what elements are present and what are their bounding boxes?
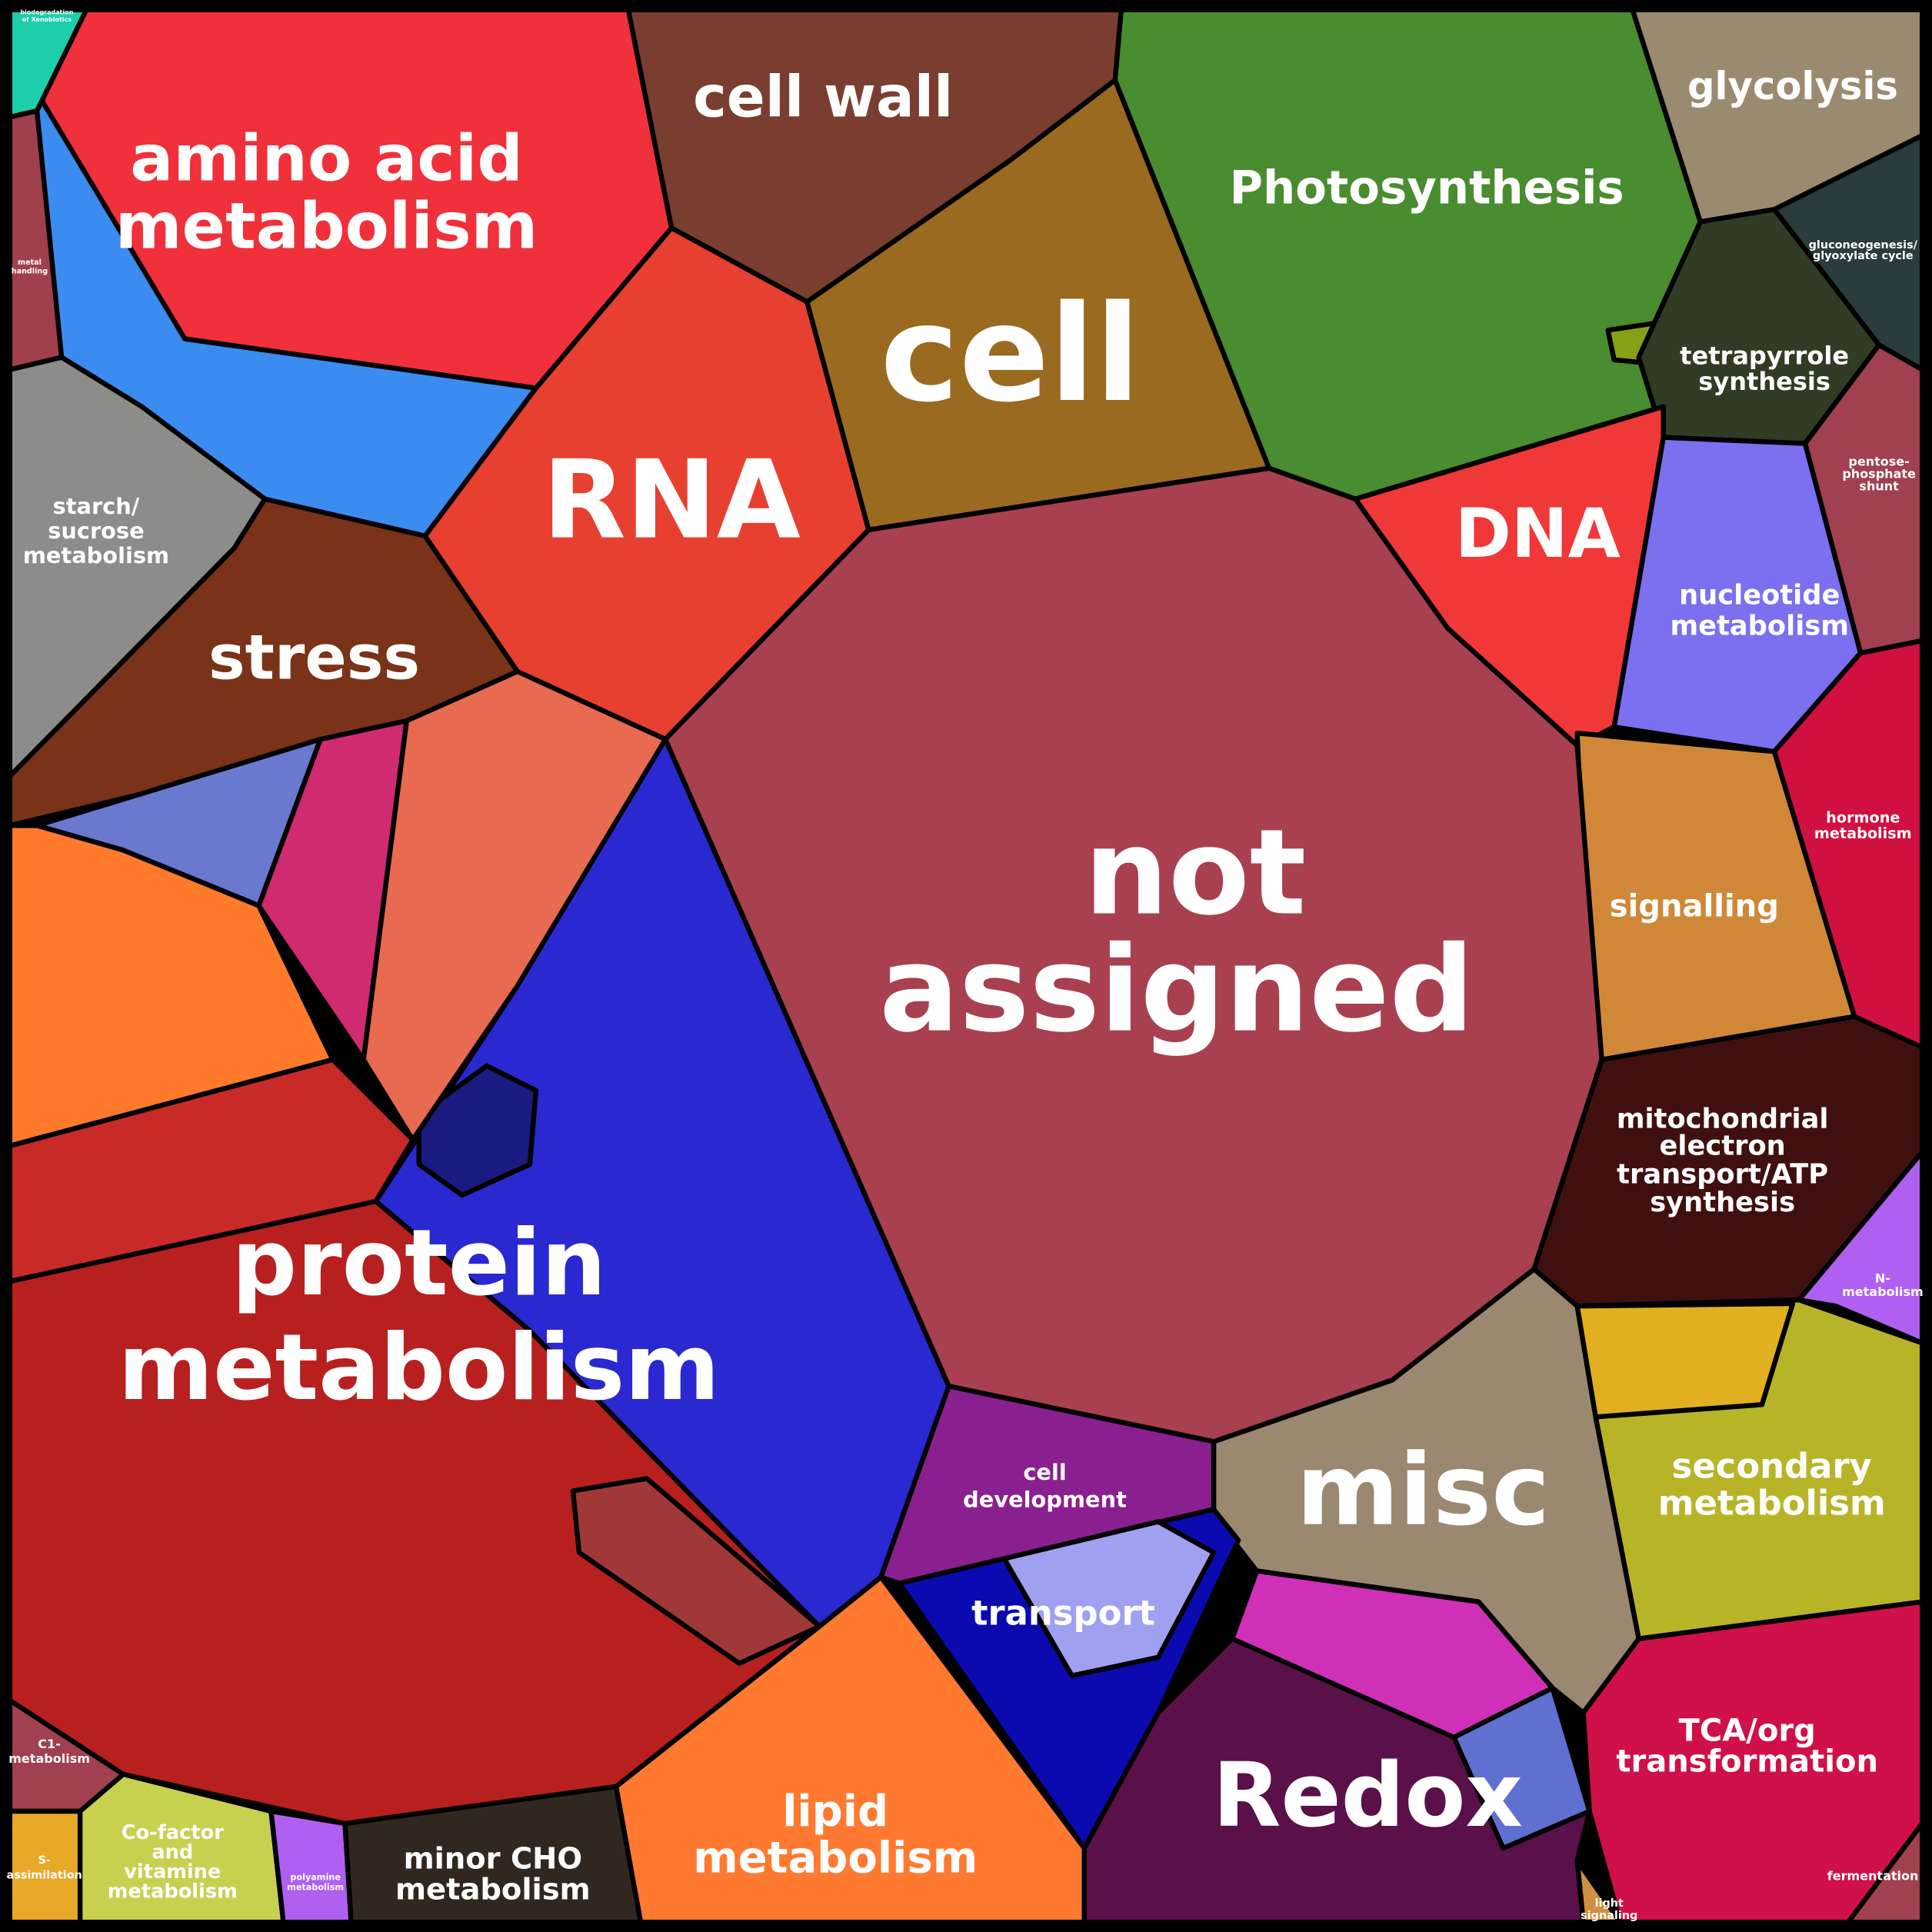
region-label: metabolism [108, 1880, 238, 1904]
region-label: signalling [1610, 889, 1779, 924]
region [268, 1808, 354, 1925]
region-label: starch/ [53, 493, 140, 519]
region-label: signaling [1581, 1910, 1637, 1922]
region-label: metabolism [1842, 1284, 1924, 1299]
region-label: metabolism [115, 189, 538, 264]
region-label: nucleotide [1679, 579, 1840, 611]
regions [7, 7, 1925, 1925]
region-label: vitamine [124, 1860, 221, 1884]
region-label: gluconeogenesis/ [1809, 239, 1918, 251]
region-label: Redox [1213, 1744, 1523, 1847]
region-label: metabolism [1658, 1483, 1886, 1524]
region [570, 1476, 822, 1666]
region-label: not [1084, 804, 1307, 941]
region-label: transformation [1616, 1744, 1878, 1780]
region-label: light [1595, 1897, 1624, 1910]
region-label: stress [208, 621, 420, 693]
region-label: hormone [1826, 808, 1900, 826]
region-label: S- [38, 1854, 50, 1867]
region-label: fermentation [1827, 1868, 1919, 1883]
region-label: metabolism [1814, 824, 1912, 842]
region-label: metabolism [395, 1873, 591, 1907]
region-label: metabolism [23, 542, 169, 568]
region-label: sucrose [48, 518, 145, 544]
region-label: cell [880, 276, 1141, 431]
region-label: phosphate [1842, 466, 1916, 481]
region [1574, 1301, 1796, 1420]
region [1001, 1519, 1217, 1678]
region-label: cell wall [693, 65, 953, 130]
region-label: metabolism [693, 1834, 978, 1884]
region-label: transport [971, 1592, 1155, 1633]
region-label: assigned [879, 921, 1474, 1059]
region-label: assimilation [6, 1869, 82, 1881]
region-label: tetrapyrrole [1680, 341, 1849, 371]
region-label: TCA/org [1679, 1713, 1816, 1748]
region-label: amino acid [130, 121, 523, 195]
region-label: metabolism [287, 1882, 344, 1892]
region-label: shunt [1859, 478, 1899, 493]
region-label: Co-factor [122, 1821, 225, 1844]
region-label: development [963, 1486, 1127, 1512]
region-label: and [152, 1840, 193, 1864]
region-label: glycolysis [1687, 64, 1898, 108]
region-label: C1- [38, 1737, 61, 1751]
region-label: transport/ATP [1617, 1158, 1828, 1190]
region-label: misc [1296, 1434, 1550, 1548]
region-label: glyoxylate cycle [1813, 250, 1914, 262]
region-label: Photosynthesis [1230, 161, 1624, 214]
region-label: lipid [782, 1787, 888, 1837]
region-label: RNA [542, 438, 801, 564]
region-label: N- [1875, 1271, 1890, 1285]
region-label: metabolism [1670, 610, 1849, 641]
labels: amino acid metabolism biodegradation of … [6, 9, 1923, 1923]
region-label: secondary [1672, 1446, 1872, 1487]
region-label: metabolism [8, 1751, 90, 1766]
region-label: protein [232, 1210, 606, 1316]
region-label: pentose- [1848, 454, 1909, 468]
region-label: synthesis [1698, 367, 1830, 396]
region-label: electron [1660, 1131, 1786, 1162]
region-label: metabolism [118, 1314, 720, 1421]
region [416, 1063, 539, 1198]
region-label: DNA [1455, 494, 1621, 573]
region-label: minor CHO [404, 1842, 582, 1877]
region-label: metal [18, 258, 42, 267]
region-label: of Xenobiotics [22, 16, 72, 23]
region [1451, 1685, 1592, 1851]
region-label: cell [1023, 1459, 1066, 1485]
region-label: synthesis [1650, 1187, 1795, 1218]
region-label: mitochondrial [1617, 1103, 1829, 1134]
region-label: handling [12, 267, 48, 275]
region-label: polyamine [290, 1873, 341, 1883]
region-label: biodegradation [20, 9, 73, 16]
